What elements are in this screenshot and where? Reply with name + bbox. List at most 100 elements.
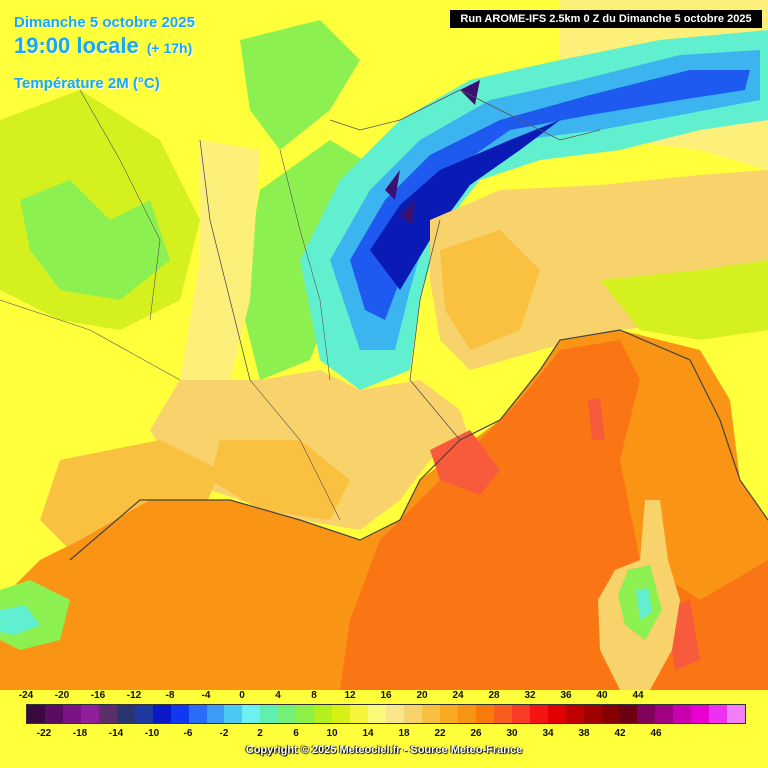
scale-swatch — [116, 705, 135, 723]
scale-swatch — [709, 705, 728, 723]
scale-bottom-label: 2 — [257, 728, 263, 739]
scale-swatch — [457, 705, 476, 723]
green-zone-center-north — [240, 20, 360, 150]
variable-title: Température 2M (°C) — [14, 75, 160, 92]
scale-bottom-label: 34 — [542, 728, 554, 739]
scale-top-label: -24 — [18, 690, 34, 701]
scale-top-label: 36 — [560, 690, 572, 701]
scale-swatch — [637, 705, 656, 723]
scale-swatch — [475, 705, 494, 723]
scale-top-label: 4 — [275, 690, 281, 701]
scale-swatch — [332, 705, 351, 723]
scale-swatch — [529, 705, 548, 723]
forecast-time: 19:00 locale (+ 17h) — [14, 33, 192, 59]
scale-top-label: 12 — [344, 690, 356, 701]
scale-top-label: -8 — [165, 690, 175, 701]
scale-swatch — [368, 705, 387, 723]
po-valley-warm — [440, 230, 540, 350]
scale-bottom-label: 30 — [506, 728, 518, 739]
scale-bottom-label: 6 — [293, 728, 299, 739]
scale-swatch — [206, 705, 225, 723]
scale-swatch — [565, 705, 584, 723]
scale-top-label: 28 — [488, 690, 500, 701]
sea-hot-spot-2 — [588, 398, 605, 440]
scale-top-label: -16 — [90, 690, 106, 701]
scale-swatch — [421, 705, 440, 723]
scale-top-label: -4 — [201, 690, 211, 701]
scale-bottom-label: 10 — [326, 728, 338, 739]
scale-top-label: 32 — [524, 690, 536, 701]
scale-swatch — [134, 705, 153, 723]
sea-hot-spot-1 — [430, 430, 500, 495]
country-border — [199, 89, 601, 441]
apennines — [600, 260, 768, 340]
scale-swatch — [242, 705, 261, 723]
scale-swatch — [511, 705, 530, 723]
scale-swatch — [691, 705, 710, 723]
scale-swatch — [260, 705, 279, 723]
scale-top-label: 0 — [239, 690, 245, 701]
scale-swatch — [44, 705, 63, 723]
scale-swatch — [62, 705, 81, 723]
coastline — [69, 329, 768, 561]
scale-swatch — [601, 705, 620, 723]
scale-swatch — [278, 705, 297, 723]
languedoc — [40, 440, 220, 560]
scale-swatch — [188, 705, 207, 723]
scale-swatch — [314, 705, 333, 723]
green-patches-west — [20, 180, 170, 300]
scale-swatch — [224, 705, 243, 723]
scale-swatch — [350, 705, 369, 723]
scale-bottom-label: -14 — [108, 728, 124, 739]
corsica-peaks — [636, 588, 652, 620]
scale-swatch — [673, 705, 692, 723]
run-banner: Run AROME-IFS 2.5km 0 Z du Dimanche 5 oc… — [450, 10, 762, 28]
alps-peaks-dark — [385, 80, 480, 225]
scale-swatch — [404, 705, 422, 723]
scale-bottom-label: 38 — [578, 728, 590, 739]
scale-swatch — [152, 705, 171, 723]
scale-top-label: 40 — [596, 690, 608, 701]
scale-swatch — [547, 705, 566, 723]
scale-swatch — [170, 705, 189, 723]
region-borders — [0, 89, 341, 521]
scale-bottom-label: 14 — [362, 728, 374, 739]
scale-bar — [26, 704, 746, 724]
scale-bottom-label: -10 — [144, 728, 160, 739]
scale-top-label: 8 — [311, 690, 317, 701]
forecast-date: Dimanche 5 octobre 2025 — [14, 14, 195, 31]
forecast-time-label: 19:00 locale — [14, 33, 139, 58]
scale-swatch — [386, 705, 405, 723]
scale-swatch — [583, 705, 602, 723]
scale-swatch — [727, 705, 746, 723]
copyright: Copyright © 2025 Meteociel.fr - Source M… — [245, 744, 523, 756]
scale-bottom-label: -6 — [183, 728, 193, 739]
tyrrhenian-gulf — [640, 360, 730, 520]
scale-bottom-label: 22 — [434, 728, 446, 739]
scale-bottom-label: 46 — [650, 728, 662, 739]
color-scale: -24 -20 -16 -12 -8 -4 0 4 8 12 16 20 24 28 32 36 40 44 -2… — [0, 686, 768, 768]
scale-swatch — [80, 705, 99, 723]
scale-swatch — [439, 705, 458, 723]
scale-top-label: 16 — [380, 690, 392, 701]
scale-bottom-label: -18 — [72, 728, 88, 739]
scale-swatch — [296, 705, 315, 723]
scale-bottom-label: -2 — [219, 728, 229, 739]
scale-bottom-label: -22 — [36, 728, 52, 739]
scale-top-label: -20 — [54, 690, 70, 701]
scale-swatch — [493, 705, 512, 723]
scale-top-label: 24 — [452, 690, 464, 701]
rhone-delta-warm — [210, 440, 350, 520]
scale-top-label: 44 — [632, 690, 644, 701]
scale-swatch — [655, 705, 674, 723]
pyrenees-snow — [0, 605, 40, 635]
alps-summits — [370, 120, 560, 290]
scale-swatch — [619, 705, 638, 723]
scale-bottom-label: 42 — [614, 728, 626, 739]
scale-top-label: 20 — [416, 690, 428, 701]
scale-swatch — [27, 705, 45, 723]
scale-bottom-label: 18 — [398, 728, 410, 739]
scale-top-label: -12 — [126, 690, 142, 701]
